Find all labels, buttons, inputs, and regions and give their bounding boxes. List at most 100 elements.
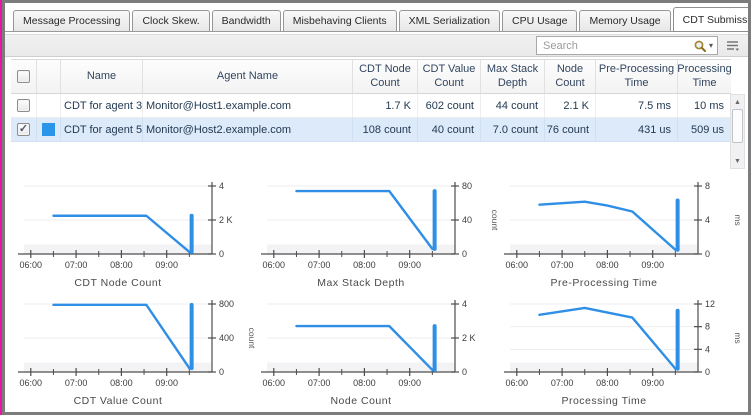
scroll-down-button[interactable]: ▼ [734,157,741,165]
column-header-node-count[interactable]: Node Count [545,60,596,93]
svg-text:ms: ms [733,214,741,225]
svg-text:0: 0 [705,249,710,259]
value-cell-pre-processing-time: 431 us [596,118,678,141]
tab-misbehaving-clients[interactable]: Misbehaving Clients [282,10,397,31]
svg-text:06:00: 06:00 [506,378,529,388]
svg-text:2 K: 2 K [462,333,476,343]
scrollbar-thumb[interactable] [732,109,743,143]
svg-text:08:00: 08:00 [596,260,619,270]
svg-text:4: 4 [705,344,710,354]
search-input[interactable] [537,38,693,53]
column-header-agent-name[interactable]: Agent Name [143,60,353,93]
value-cell-pre-processing-time: 7.5 ms [596,94,678,117]
column-header-color[interactable] [37,60,61,93]
agent-name-cell: Monitor@Host1.example.com [143,94,353,117]
select-all-checkbox[interactable] [17,70,30,83]
chart-title: Max Stack Depth [317,277,404,289]
tab-memory-usage[interactable]: Memory Usage [579,10,671,31]
chart-title: Node Count [330,395,391,407]
chart-title: CDT Value Count [74,395,163,407]
svg-text:08:00: 08:00 [596,378,619,388]
name-cell: CDT for agent 5 [61,118,143,141]
value-cell-node-count: 76 count [545,118,596,141]
column-header-max-stack-depth[interactable]: Max Stack Depth [481,60,545,93]
svg-text:0: 0 [462,367,467,377]
value-cell-max-stack-depth: 44 count [481,94,545,117]
chart-processing-time: 06:00 07:00 08:00 09:00 0 4 8 12 ms Processing Ti… [498,294,743,412]
column-header-cdt-node-count[interactable]: CDT Node Count [353,60,418,93]
tab-xml-serialization[interactable]: XML Serialization [398,10,500,31]
svg-text:08:00: 08:00 [110,260,133,270]
select-all-checkbox-cell[interactable] [11,60,37,93]
svg-text:06:00: 06:00 [263,378,286,388]
svg-text:07:00: 07:00 [65,260,88,270]
tab-clock-skew[interactable]: Clock Skew. [132,10,210,31]
column-header-name[interactable]: Name [61,60,143,93]
value-cell-cdt-value-count: 602 count [418,94,481,117]
value-cell-processing-time: 10 ms [678,94,731,117]
svg-text:0: 0 [705,367,710,377]
chart-node-count: 06:00 07:00 08:00 09:00 0 2 K 4 Node Count [255,294,498,412]
chart-max-stack-depth: 06:00 07:00 08:00 09:00 0 40 80 count Max Stack … [255,176,500,294]
search-scope-caret-icon[interactable]: ▾ [708,40,713,50]
svg-text:09:00: 09:00 [641,378,664,388]
svg-text:count: count [247,328,255,349]
column-header-pre-processing-time[interactable]: Pre-Processing Time [596,60,678,93]
table-row[interactable]: ✓ CDT for agent 5 Monitor@Host2.example.co… [11,118,743,142]
search-box[interactable]: ▾ [536,36,718,55]
column-header-processing-time[interactable]: Processing Time [677,63,732,89]
chart-cdt-value-count: 06:00 07:00 08:00 09:00 0 400 800 count CDT Valu… [12,294,257,412]
svg-text:09:00: 09:00 [155,378,178,388]
svg-text:08:00: 08:00 [353,260,376,270]
agent-name-cell: Monitor@Host2.example.com [143,118,353,141]
scrollbar-track[interactable] [731,143,744,154]
tab-message-processing[interactable]: Message Processing [13,10,131,31]
value-cell-cdt-node-count: 1.7 K [353,94,418,117]
tab-bar: Message Processing Clock Skew. Bandwidth Mi… [5,3,748,32]
svg-text:800: 800 [219,299,234,309]
series-color-swatch [42,123,55,136]
svg-text:06:00: 06:00 [263,260,286,270]
svg-text:8: 8 [705,322,710,332]
table-scrollbar[interactable]: ▲ ▼ [730,94,745,169]
tab-cdt-submission[interactable]: CDT Submission [672,7,748,32]
svg-text:0: 0 [219,367,224,377]
scroll-up-button[interactable]: ▲ [734,98,741,106]
svg-text:08:00: 08:00 [353,378,376,388]
row-checkbox-cell[interactable]: ✓ [11,118,37,141]
svg-text:400: 400 [219,333,234,343]
column-chooser-icon[interactable] [724,38,741,54]
svg-text:0: 0 [219,249,224,259]
svg-text:09:00: 09:00 [398,378,421,388]
row-checkbox-checked[interactable]: ✓ [17,123,30,136]
table-row[interactable]: CDT for agent 3 Monitor@Host1.example.com… [11,94,743,118]
table-header-row: Name Agent Name CDT Node Count CDT Value Co… [11,59,732,94]
svg-text:0: 0 [462,249,467,259]
svg-text:06:00: 06:00 [20,260,43,270]
svg-text:8: 8 [705,181,710,191]
series-color-cell [37,94,61,117]
svg-text:80: 80 [462,181,472,191]
svg-text:40: 40 [462,215,472,225]
value-cell-cdt-value-count: 40 count [418,118,481,141]
svg-text:06:00: 06:00 [506,260,529,270]
series-color-cell [37,118,61,141]
search-icon[interactable] [693,39,707,53]
tab-bandwidth[interactable]: Bandwidth [211,10,281,31]
svg-text:09:00: 09:00 [641,260,664,270]
svg-text:4: 4 [462,299,467,309]
tab-cpu-usage[interactable]: CPU Usage [502,10,578,31]
row-checkbox-cell[interactable] [11,94,37,117]
svg-text:2 K: 2 K [219,215,233,225]
cdt-table: Name Agent Name CDT Node Count CDT Value Co… [11,59,745,170]
chart-pre-processing-time: 06:00 07:00 08:00 09:00 0 4 8 ms Pre-Processing … [498,176,743,294]
chart-title: Pre-Processing Time [551,277,658,289]
charts-grid: 06:00 07:00 08:00 09:00 0 2 K 4 CDT Node Count 0… [5,176,748,412]
column-header-cdt-value-count[interactable]: CDT Value Count [418,60,481,93]
svg-text:4: 4 [705,215,710,225]
svg-text:08:00: 08:00 [110,378,133,388]
row-checkbox[interactable] [17,99,30,112]
svg-text:07:00: 07:00 [65,378,88,388]
